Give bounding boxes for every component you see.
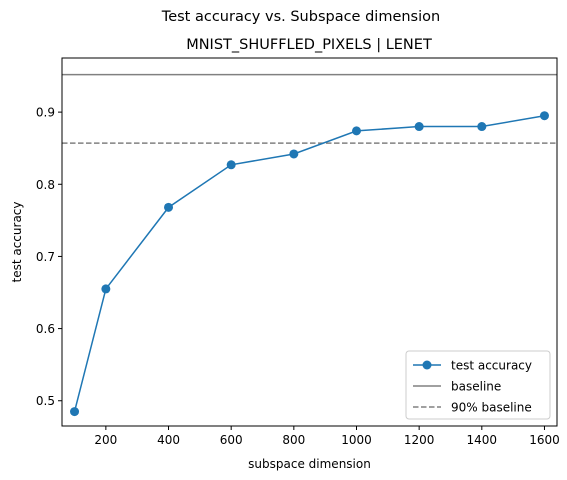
- plot-frame: [61, 57, 558, 427]
- y-axis-label: test accuracy: [10, 202, 24, 283]
- x-tick-label-400: 400: [157, 433, 180, 447]
- y-tick-label-0-8: 0.8: [36, 178, 55, 192]
- test-accuracy-point-200: [101, 284, 111, 294]
- test-accuracy-point-1000: [351, 126, 361, 136]
- test-accuracy-point-800: [289, 149, 299, 159]
- y-tick-label-0-7: 0.7: [36, 250, 55, 264]
- x-tick-label-1600: 1600: [529, 433, 560, 447]
- test-accuracy-point-1400: [477, 122, 487, 132]
- test-accuracy-point-100: [70, 407, 80, 417]
- x-tick-label-200: 200: [94, 433, 117, 447]
- x-tick-label-800: 800: [282, 433, 305, 447]
- ticks-layer: 200 400 600 800 1000 1200 1400 1600 0.5 0.6 0.7 0.8…: [36, 106, 560, 447]
- y-tick-label-0-9: 0.9: [36, 106, 55, 120]
- x-axis-label: subspace dimension: [248, 457, 371, 471]
- legend-box: [405, 350, 551, 420]
- series-layer: [70, 111, 549, 417]
- reference-lines: [62, 73, 557, 144]
- test-accuracy-point-1600: [539, 111, 549, 121]
- legend-label-test-accuracy: test accuracy: [451, 359, 532, 373]
- x-tick-label-600: 600: [220, 433, 243, 447]
- legend: test accuracy baseline 90% baseline: [405, 350, 551, 420]
- legend-label-90-baseline: 90% baseline: [451, 401, 532, 415]
- figure-suptitle: Test accuracy vs. Subspace dimension: [161, 9, 440, 25]
- x-tick-label-1000: 1000: [341, 433, 372, 447]
- x-tick-label-1200: 1200: [404, 433, 435, 447]
- axes-title: MNIST_SHUFFLED_PIXELS | LENET: [186, 37, 432, 53]
- test-accuracy-point-1200: [414, 122, 424, 132]
- test-accuracy-point-600: [226, 160, 236, 170]
- x-tick-label-1400: 1400: [467, 433, 498, 447]
- legend-label-baseline: baseline: [451, 380, 501, 394]
- y-tick-label-0-6: 0.6: [36, 322, 55, 336]
- test-accuracy-point-400: [164, 202, 174, 212]
- legend-marker-test-accuracy: [422, 360, 432, 370]
- y-tick-label-0-5: 0.5: [36, 394, 55, 408]
